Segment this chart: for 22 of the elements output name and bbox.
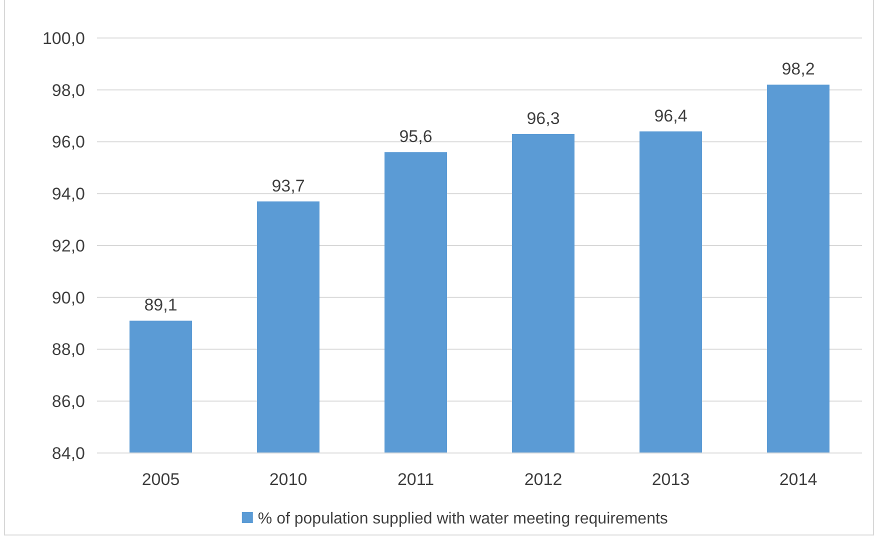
data-label: 95,6	[399, 127, 432, 146]
x-tick-label: 2011	[397, 470, 434, 489]
y-tick-label: 88,0	[52, 340, 85, 360]
x-tick-label: 2013	[652, 470, 690, 489]
data-label: 93,7	[272, 176, 305, 196]
y-tick-label: 92,0	[52, 236, 85, 256]
y-tick-label: 98,0	[52, 80, 85, 100]
y-tick-label: 94,0	[52, 184, 85, 204]
data-label: 96,3	[526, 108, 560, 128]
data-label: 89,1	[144, 296, 178, 315]
y-tick-label: 86,0	[52, 392, 85, 412]
data-label: 98,2	[782, 60, 815, 79]
y-tick-label: 96,0	[52, 132, 85, 152]
x-tick-label: 2010	[269, 470, 308, 489]
x-tick-label: 2012	[524, 470, 562, 489]
y-tick-label: 84,0	[52, 444, 85, 463]
legend-label: % of population supplied with water meeting requirements	[258, 510, 668, 528]
x-tick-label: 2014	[779, 470, 818, 489]
y-tick-label: 100,0	[42, 28, 85, 48]
x-tick-label: 2005	[142, 470, 180, 489]
data-label: 96,4	[654, 106, 688, 126]
y-tick-label: 90,0	[52, 288, 85, 308]
